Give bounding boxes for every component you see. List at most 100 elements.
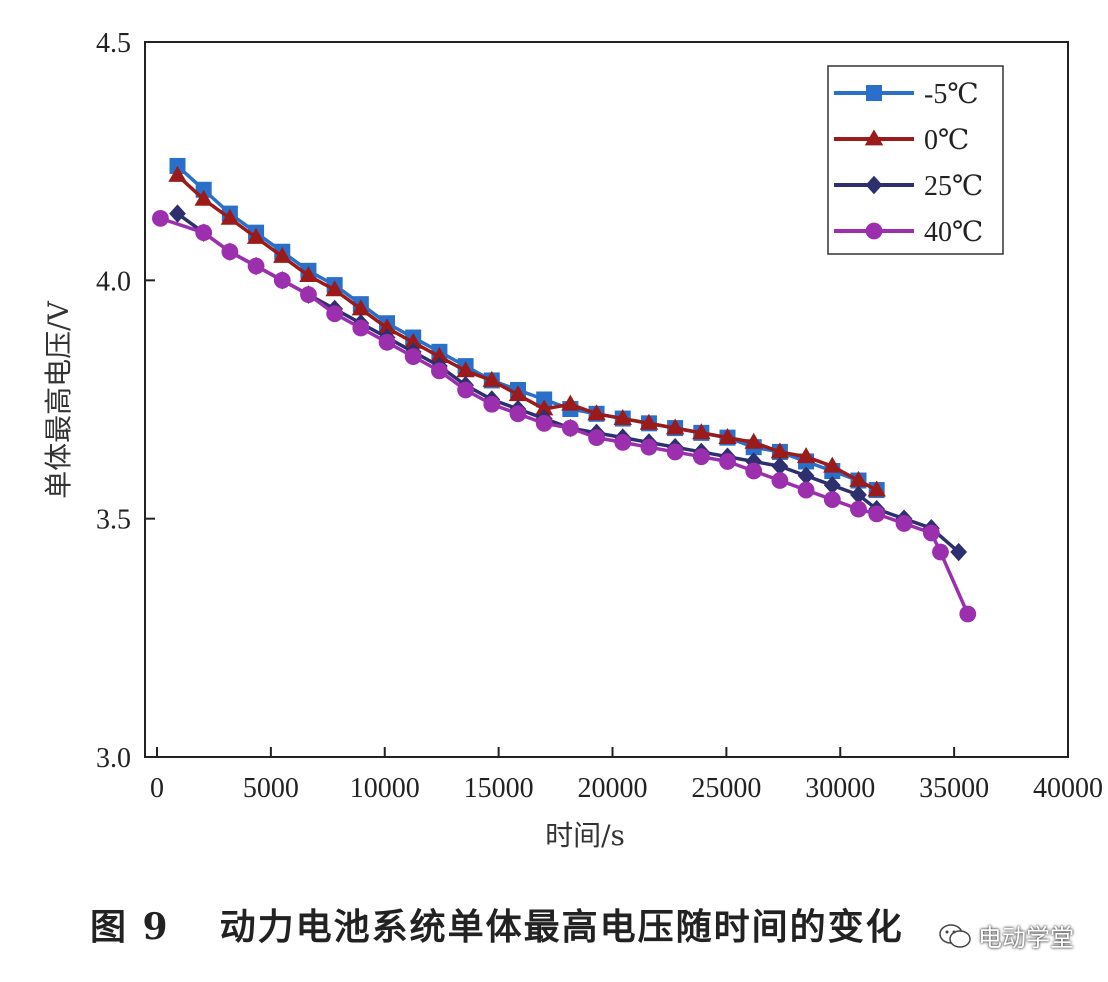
data-point — [456, 361, 475, 378]
data-point — [639, 413, 659, 430]
x-axis-label: 时间/s — [545, 819, 625, 852]
watermark-text: 电动学堂 — [978, 924, 1074, 952]
series-triangle — [168, 165, 886, 497]
data-point — [168, 165, 187, 182]
data-point — [718, 428, 737, 445]
caption-text: 动力电池系统单体最高电压随时间的变化 — [219, 906, 904, 948]
data-point — [932, 543, 949, 561]
data-point — [745, 462, 763, 480]
axis-ticks: 0 5000 10000 15000 20000 25000 30000 35000 40000… — [96, 28, 1103, 804]
data-point — [457, 381, 475, 399]
figure-caption: 图 9 动力电池系统单体最高电压随时间的变化 — [90, 898, 904, 950]
data-point — [483, 395, 501, 413]
data-point — [404, 332, 423, 349]
data-point — [719, 453, 736, 470]
x-tick-label: 0 — [150, 773, 164, 804]
data-point — [665, 418, 685, 435]
legend: -5℃ 0℃ 25℃ 40℃ — [827, 65, 1004, 255]
data-point — [770, 442, 790, 459]
plot-border — [144, 41, 1069, 758]
legend-marker — [865, 175, 883, 195]
line-chart: 0 5000 10000 15000 20000 25000 30000 35000 40000… — [42, 28, 1103, 852]
data-point — [823, 456, 842, 473]
data-point — [561, 394, 580, 411]
data-point — [508, 385, 528, 402]
data-point — [404, 348, 422, 365]
y-tick-label: 4.5 — [96, 28, 131, 59]
plot-frame — [144, 41, 1069, 758]
data-point — [509, 405, 527, 423]
data-point — [299, 265, 318, 282]
x-tick-label: 35000 — [919, 773, 989, 804]
data-point — [850, 485, 867, 505]
data-point — [744, 432, 763, 449]
data-point — [588, 429, 605, 447]
series-line — [176, 164, 878, 492]
x-tick-label: 40000 — [1033, 773, 1103, 804]
data-point — [692, 448, 710, 466]
legend-box — [827, 65, 1004, 255]
watermark: 电动学堂 — [938, 918, 1074, 953]
y-tick-label: 3.0 — [96, 743, 131, 774]
data-point — [797, 466, 815, 485]
data-point — [796, 447, 816, 464]
data-point — [959, 605, 977, 623]
data-point — [868, 505, 886, 523]
data-point — [950, 542, 968, 562]
data-point — [613, 408, 632, 425]
data-point — [797, 481, 815, 499]
legend-label: -5℃ — [924, 79, 979, 110]
x-tick-label: 5000 — [243, 773, 299, 804]
y-axis-label: 单体最高电压/V — [42, 300, 75, 498]
data-point — [849, 470, 868, 487]
data-point — [692, 423, 711, 440]
data-point — [378, 333, 396, 351]
data-point — [614, 434, 632, 451]
data-point — [587, 404, 606, 421]
data-point — [850, 500, 867, 518]
data-point — [220, 208, 240, 225]
x-tick-label: 25000 — [691, 773, 761, 804]
figure-number: 图 9 — [90, 906, 170, 948]
data-point — [823, 491, 841, 508]
y-tick-label: 4.0 — [96, 266, 131, 297]
legend-marker — [864, 129, 884, 146]
data-point — [273, 271, 291, 289]
wechat-icon — [939, 923, 971, 948]
x-tick-label: 10000 — [350, 773, 420, 804]
series-layer — [152, 157, 977, 623]
y-tick-label: 3.5 — [96, 505, 131, 536]
data-point — [561, 419, 579, 437]
data-point — [771, 457, 789, 476]
data-point — [352, 319, 370, 337]
data-point — [325, 280, 344, 297]
data-point — [535, 414, 553, 432]
data-point — [482, 370, 501, 387]
x-tick-label: 15000 — [464, 773, 534, 804]
legend-label: 40℃ — [924, 217, 983, 248]
data-point — [273, 246, 292, 263]
data-point — [351, 299, 371, 316]
data-point — [867, 480, 886, 497]
x-tick-label: 30000 — [805, 773, 875, 804]
data-point — [247, 257, 265, 275]
x-tick-label: 20000 — [578, 773, 648, 804]
data-point — [922, 524, 940, 542]
data-point — [666, 443, 684, 461]
data-point — [640, 438, 658, 456]
legend-marker — [865, 222, 883, 240]
data-point — [194, 189, 213, 206]
series-circle — [152, 209, 977, 623]
data-point — [823, 476, 841, 495]
data-point — [430, 347, 449, 363]
data-point — [246, 227, 266, 244]
data-point — [152, 209, 169, 227]
data-point — [195, 224, 213, 242]
series-line — [176, 174, 878, 492]
data-point — [169, 204, 186, 223]
data-point — [771, 472, 789, 489]
data-point — [431, 362, 448, 380]
data-point — [534, 399, 554, 416]
data-point — [326, 305, 344, 323]
legend-label: 25℃ — [924, 171, 983, 202]
